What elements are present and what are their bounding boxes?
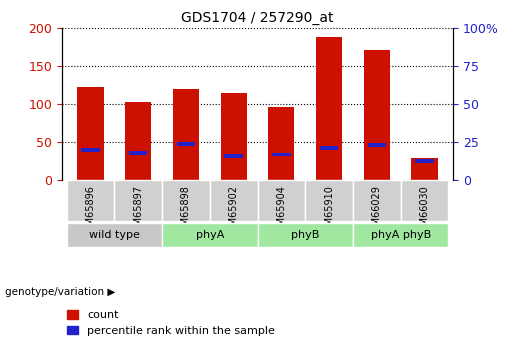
Text: GSM66030: GSM66030 (420, 185, 430, 238)
Bar (81, 148, 99, 152)
Bar (162, 180, 210, 221)
Title: GDS1704 / 257290_at: GDS1704 / 257290_at (181, 11, 334, 25)
Bar (129, 151, 147, 155)
Bar (268, 107, 295, 180)
Text: GSM65897: GSM65897 (133, 185, 143, 238)
Bar (272, 152, 290, 156)
Text: GSM65902: GSM65902 (229, 185, 238, 238)
Bar (173, 89, 199, 180)
Text: phyB: phyB (291, 230, 319, 240)
Text: wild type: wild type (89, 230, 140, 240)
Bar (353, 180, 401, 221)
Bar (114, 180, 162, 221)
Bar (225, 154, 243, 158)
Bar (162, 223, 258, 247)
Bar (258, 223, 353, 247)
Bar (220, 93, 247, 180)
Bar (320, 146, 338, 150)
Bar (416, 159, 434, 162)
Bar (368, 144, 386, 147)
Text: GSM65898: GSM65898 (181, 185, 191, 238)
Bar (77, 87, 104, 180)
Text: GSM66029: GSM66029 (372, 185, 382, 238)
Bar (305, 180, 353, 221)
Bar (66, 180, 114, 221)
Bar (210, 180, 258, 221)
Text: GSM65896: GSM65896 (85, 185, 95, 238)
Legend: count, percentile rank within the sample: count, percentile rank within the sample (67, 310, 275, 336)
Bar (353, 223, 449, 247)
Bar (66, 223, 162, 247)
Bar (401, 180, 449, 221)
Bar (177, 142, 195, 146)
Bar (364, 50, 390, 180)
Text: genotype/variation ▶: genotype/variation ▶ (5, 287, 115, 296)
Bar (125, 102, 151, 180)
Text: GSM65910: GSM65910 (324, 185, 334, 238)
Bar (411, 158, 438, 180)
Bar (258, 180, 305, 221)
Bar (316, 37, 342, 180)
Text: GSM65904: GSM65904 (277, 185, 286, 238)
Text: phyA: phyA (196, 230, 224, 240)
Text: phyA phyB: phyA phyB (371, 230, 431, 240)
